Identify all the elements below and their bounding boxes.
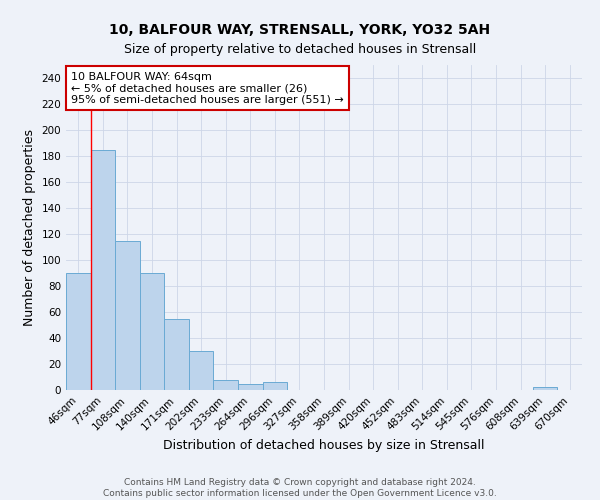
Text: Contains HM Land Registry data © Crown copyright and database right 2024.
Contai: Contains HM Land Registry data © Crown c… xyxy=(103,478,497,498)
Bar xyxy=(263,382,287,390)
Text: 10, BALFOUR WAY, STRENSALL, YORK, YO32 5AH: 10, BALFOUR WAY, STRENSALL, YORK, YO32 5… xyxy=(109,22,491,36)
Text: 10 BALFOUR WAY: 64sqm
← 5% of detached houses are smaller (26)
95% of semi-detac: 10 BALFOUR WAY: 64sqm ← 5% of detached h… xyxy=(71,72,344,104)
Bar xyxy=(214,380,238,390)
Bar xyxy=(91,150,115,390)
Bar xyxy=(164,318,189,390)
Bar xyxy=(189,351,214,390)
Text: Size of property relative to detached houses in Strensall: Size of property relative to detached ho… xyxy=(124,42,476,56)
Bar xyxy=(140,273,164,390)
Bar xyxy=(533,388,557,390)
Bar xyxy=(66,273,91,390)
X-axis label: Distribution of detached houses by size in Strensall: Distribution of detached houses by size … xyxy=(163,438,485,452)
Y-axis label: Number of detached properties: Number of detached properties xyxy=(23,129,36,326)
Bar xyxy=(115,240,140,390)
Bar xyxy=(238,384,263,390)
